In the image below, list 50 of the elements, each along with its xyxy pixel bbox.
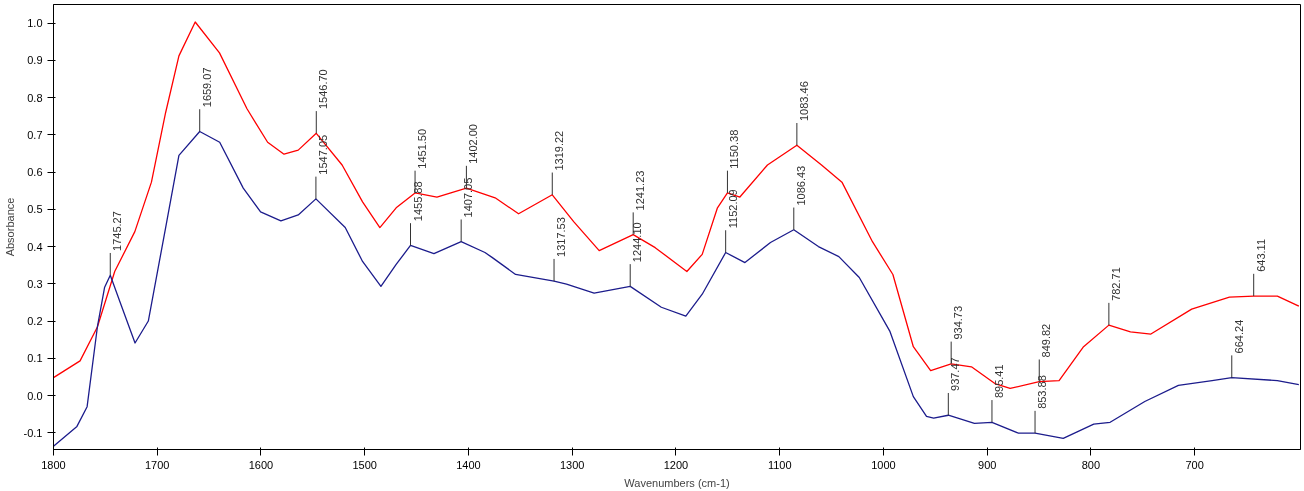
annotation: 1546.70 <box>317 69 330 110</box>
x-tick-label: 700 <box>1185 458 1204 471</box>
x-tick-label: 1800 <box>41 458 66 471</box>
annotation: 1244.10 <box>631 222 644 263</box>
annotation: 1407.05 <box>462 177 475 218</box>
y-tick-label: 0.5 <box>27 203 43 216</box>
x-tick-label: 1400 <box>456 458 481 471</box>
y-tick-label: 0.0 <box>27 389 43 402</box>
y-tick-label: 0.9 <box>27 54 43 67</box>
annotation: 895.41 <box>992 364 1005 399</box>
y-tick-label: 1.0 <box>27 17 43 30</box>
annotation: 1150.38 <box>728 129 741 169</box>
annotation: 1455.88 <box>411 181 424 222</box>
y-tick-label: 0.4 <box>27 240 43 253</box>
annotation: 782.71 <box>1109 267 1122 301</box>
y-tick-label: 0.8 <box>27 91 43 104</box>
y-tick-label: -0.1 <box>23 426 43 439</box>
x-tick-label: 1000 <box>871 458 896 471</box>
annotation: 1745.27 <box>111 211 124 251</box>
x-tick-label: 1300 <box>559 458 585 471</box>
annotation: 1659.07 <box>200 67 213 108</box>
annotation: 643.11 <box>1254 239 1267 272</box>
annotation: 937.47 <box>949 357 962 391</box>
y-axis-title: Absorbance <box>3 197 16 257</box>
y-tick-label: 0.7 <box>27 128 43 141</box>
annotation: 1317.53 <box>555 217 568 257</box>
annotation: 849.82 <box>1040 323 1053 358</box>
y-tick-label: 0.2 <box>27 315 43 328</box>
y-tick-label: 0.1 <box>27 352 43 365</box>
x-tick-label: 800 <box>1081 458 1101 471</box>
annotation: 1319.22 <box>553 130 566 171</box>
annotation: 1402.00 <box>467 124 480 164</box>
annotation: 1451.50 <box>416 128 429 169</box>
x-tick-label: 1600 <box>248 458 274 471</box>
y-tick-label: 0.6 <box>27 166 43 179</box>
annotation: 1547.05 <box>316 134 329 175</box>
y-tick-label: 0.3 <box>27 277 43 290</box>
annotation: 1083.46 <box>797 81 810 122</box>
annotation: 664.24 <box>1232 319 1245 354</box>
x-tick-label: 1100 <box>767 458 792 471</box>
annotation: 853.88 <box>1036 375 1049 409</box>
annotation: 934.73 <box>952 305 965 340</box>
annotation: 1152.09 <box>726 189 739 229</box>
x-axis-title: Wavenumbers (cm-1) <box>624 476 730 489</box>
x-tick-label: 1200 <box>663 458 689 471</box>
annotation: 1086.43 <box>794 165 807 206</box>
x-tick-label: 900 <box>978 458 997 471</box>
x-tick-label: 1700 <box>145 458 170 471</box>
x-tick-label: 1500 <box>352 458 377 471</box>
annotation: 1241.23 <box>634 170 647 211</box>
